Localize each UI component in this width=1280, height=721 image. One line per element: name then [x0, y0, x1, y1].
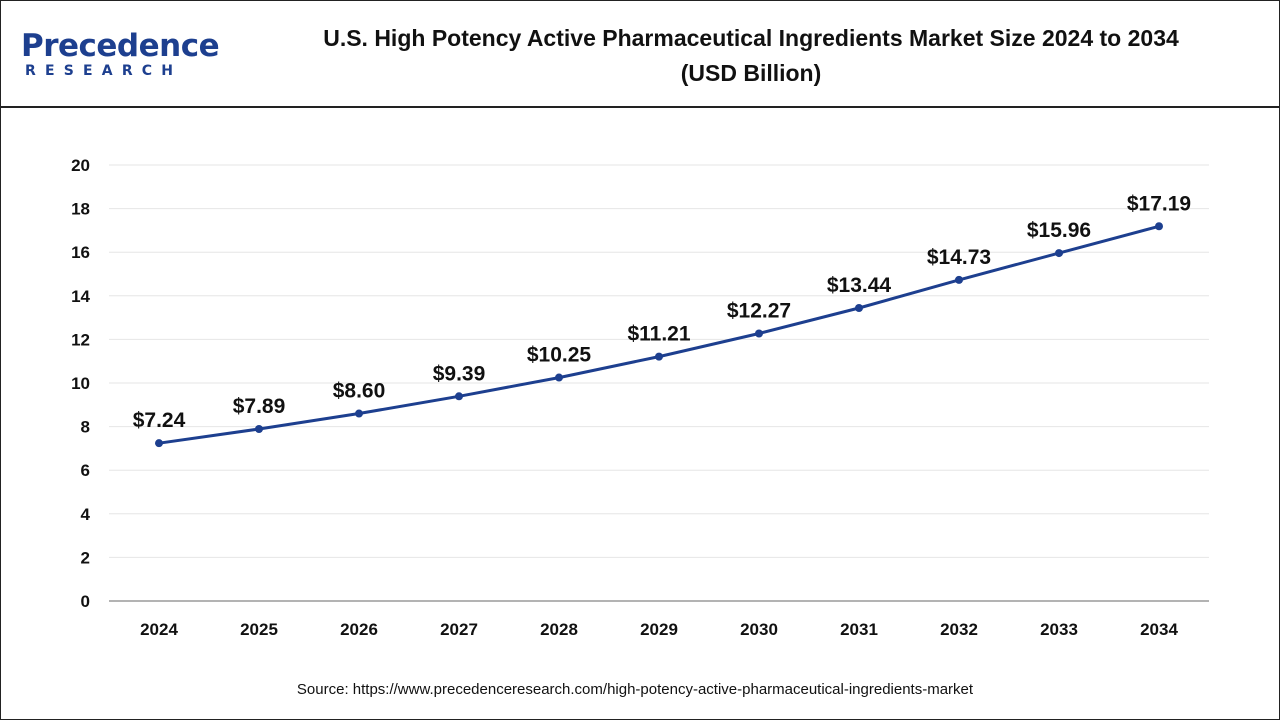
line-chart: 0 2 4 6 8 10 12 14 16 18 20 2024 2025 2026 2027 2028 202… [71, 156, 1209, 639]
logo-wordmark: Precedence [21, 28, 220, 64]
chart-title: U.S. High Potency Active Pharmaceutical … [251, 21, 1251, 91]
data-point [855, 304, 863, 313]
data-point [755, 329, 763, 338]
data-labels: $7.24 $7.89 $8.60 $9.39 $10.25 $11.21 $12.27 $1… [133, 192, 1191, 432]
x-tick-label: 2026 [340, 620, 378, 639]
source-note: Source: https://www.precedenceresearch.c… [296, 681, 974, 698]
data-point [1155, 222, 1163, 231]
chart-title-line-1: U.S. High Potency Active Pharmaceutical … [323, 25, 1179, 51]
gridlines [109, 164, 1209, 558]
data-label: $7.89 [233, 395, 286, 418]
chart-title-line-2: (USD Billion) [680, 60, 822, 86]
y-tick-label: 20 [71, 156, 90, 175]
x-tick-label: 2031 [840, 620, 878, 639]
data-label: $8.60 [333, 380, 386, 403]
data-label: $14.73 [927, 246, 991, 269]
axes: 0 2 4 6 8 10 12 14 16 18 20 2024 2025 2026 2027 2028 202… [71, 156, 1209, 639]
y-tick-label: 18 [71, 200, 90, 219]
series-revenue [155, 222, 1163, 448]
y-tick-label: 0 [81, 592, 90, 611]
x-tick-label: 2028 [540, 620, 578, 639]
data-point [455, 392, 463, 401]
data-label: $9.39 [433, 362, 486, 385]
data-label: $17.19 [1127, 192, 1191, 215]
data-label: $10.25 [527, 344, 592, 367]
y-tick-label: 6 [81, 461, 90, 480]
y-tick-label: 2 [81, 548, 90, 567]
x-tick-label: 2034 [1140, 620, 1178, 639]
x-tick-label: 2032 [940, 620, 978, 639]
data-point [1055, 249, 1063, 258]
data-label: $15.96 [1027, 219, 1091, 242]
data-point [655, 352, 663, 361]
y-tick-label: 16 [71, 243, 90, 262]
x-tick-label: 2025 [240, 620, 278, 639]
y-tick-label: 10 [71, 374, 90, 393]
data-label: $11.21 [627, 323, 690, 346]
y-tick-label: 12 [71, 330, 90, 349]
y-tick-label: 8 [81, 418, 90, 437]
x-tick-label: 2024 [140, 620, 178, 639]
data-point [355, 409, 363, 418]
logo-subtitle: RESEARCH [25, 63, 183, 79]
header: Precedence RESEARCH U.S. High Potency Ac… [1, 1, 1279, 108]
x-tick-label: 2029 [640, 620, 678, 639]
data-label: $13.44 [827, 274, 892, 297]
data-point [555, 373, 563, 382]
data-label: $7.24 [133, 409, 186, 432]
x-tick-label: 2033 [1040, 620, 1078, 639]
x-tick-label: 2027 [440, 620, 478, 639]
y-tick-label: 14 [71, 287, 90, 306]
data-point [255, 424, 263, 433]
data-point [955, 275, 963, 284]
y-tick-label: 4 [81, 505, 91, 524]
brand-logo: Precedence RESEARCH [21, 29, 221, 83]
x-tick-label: 2030 [740, 620, 778, 639]
data-point [155, 439, 163, 448]
data-label: $12.27 [727, 300, 791, 323]
